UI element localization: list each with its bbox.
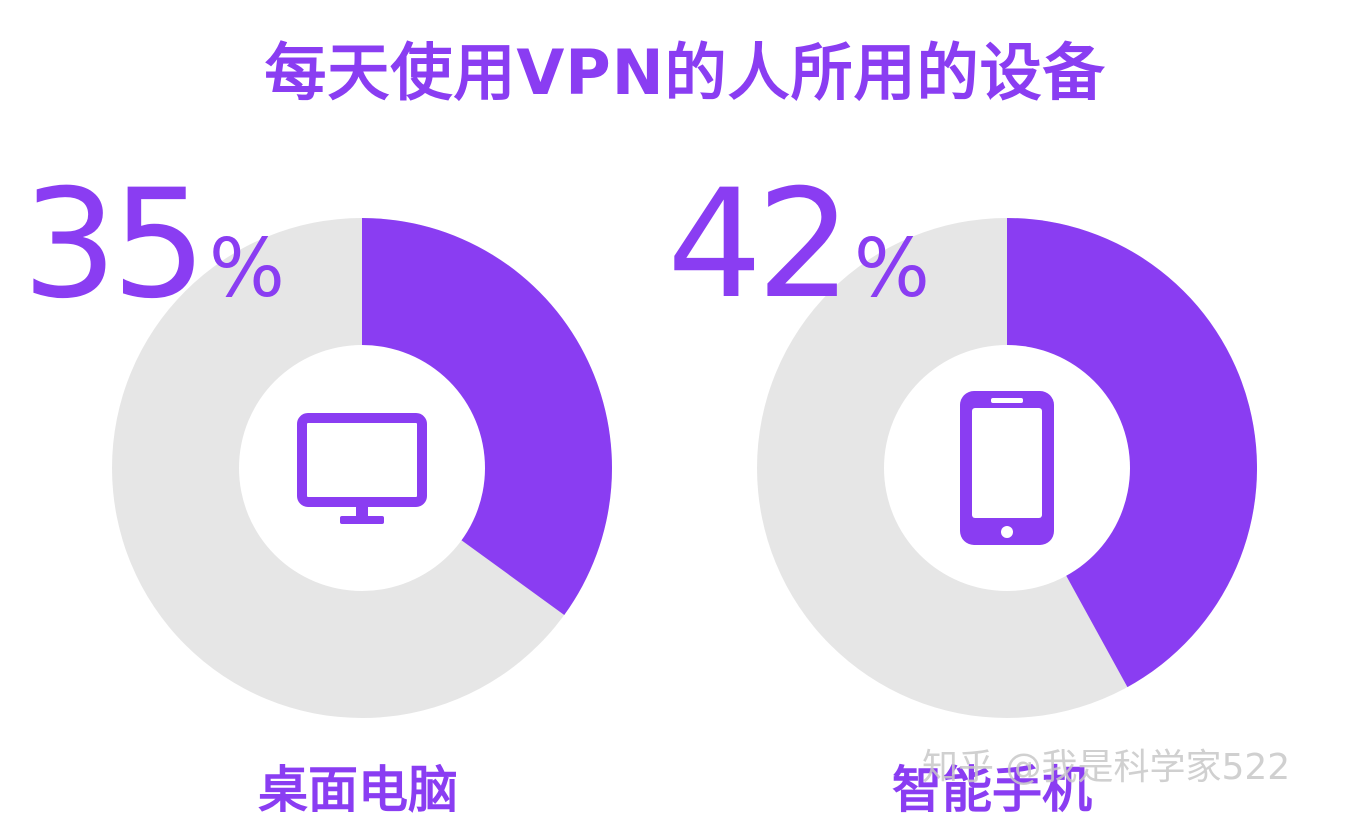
desktop-monitor-icon (297, 413, 427, 524)
desktop-donut-hole (239, 345, 485, 591)
smartphone-percent-number: 42 (667, 158, 852, 332)
smartphone-percent-symbol: % (853, 222, 930, 315)
smartphone-label: 智能手机 (892, 761, 1092, 819)
watermark-text: 知乎 @我是科学家522 (922, 747, 1291, 788)
desktop-percent-symbol: % (208, 222, 285, 315)
smartphone-donut-chart (757, 218, 1257, 718)
desktop-percentage: 35% (22, 170, 285, 320)
chart-title: 每天使用VPN的人所用的设备 (264, 36, 1106, 109)
smartphone-percentage: 42% (667, 170, 930, 320)
desktop-donut-chart (112, 218, 612, 718)
smartphone-icon (960, 391, 1054, 545)
desktop-percent-number: 35 (22, 158, 207, 332)
desktop-label: 桌面电脑 (258, 761, 458, 819)
desktop-chart-panel: 35% 桌面电脑 (0, 170, 650, 819)
smartphone-chart-panel: 42% 智能手机 (645, 170, 1295, 819)
desktop-donut-slice (362, 218, 612, 615)
